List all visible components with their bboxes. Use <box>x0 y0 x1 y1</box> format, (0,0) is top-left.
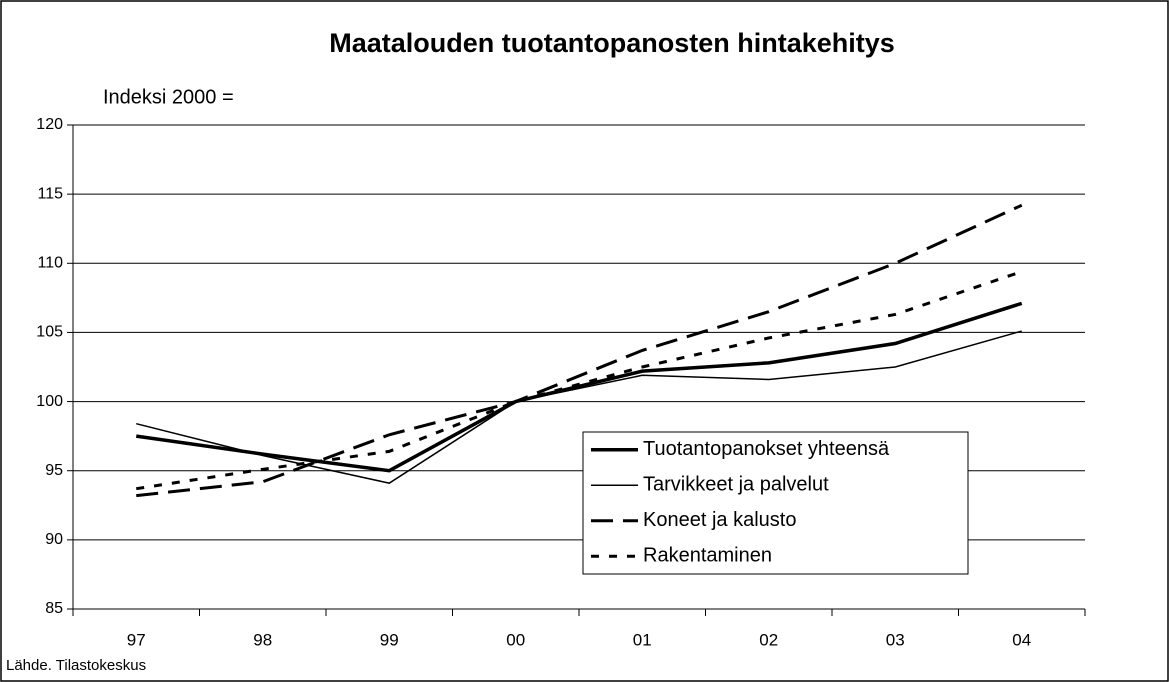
legend-label: Tarvikkeet ja palvelut <box>643 474 829 496</box>
y-axis-label: Indeksi 2000 = <box>103 86 234 108</box>
series-line <box>136 301 1023 473</box>
x-tick-label: 04 <box>1012 630 1031 649</box>
x-tick-label: 97 <box>127 630 146 649</box>
series-line <box>136 270 1023 491</box>
x-tick-label: 99 <box>380 630 399 649</box>
legend-label: Rakentaminen <box>643 545 772 567</box>
y-tick-label: 95 <box>45 462 63 479</box>
x-tick-label: 01 <box>633 630 652 649</box>
y-tick-label: 90 <box>45 531 63 548</box>
series-line <box>136 203 1023 498</box>
legend-label: Tuotantopanokset yhteensä <box>643 438 890 460</box>
y-tick-label: 110 <box>37 255 63 272</box>
x-tick-label: 03 <box>886 630 905 649</box>
y-tick-label: 100 <box>36 393 63 410</box>
series-line <box>136 330 1022 484</box>
source: Lähde. Tilastokeskus <box>6 657 146 674</box>
y-tick-label: 120 <box>36 116 63 133</box>
y-tick-label: 115 <box>37 185 63 202</box>
legend-label: Koneet ja kalusto <box>643 509 796 531</box>
y-tick-label: 105 <box>36 324 63 341</box>
y-tick-label: 85 <box>45 600 63 617</box>
x-tick-label: 02 <box>759 630 778 649</box>
legend-box <box>582 431 969 575</box>
x-tick-label: 00 <box>506 630 525 649</box>
x-tick-label: 98 <box>253 630 272 649</box>
chart-title: Maatalouden tuotantopanosten hintakehity… <box>329 28 895 58</box>
